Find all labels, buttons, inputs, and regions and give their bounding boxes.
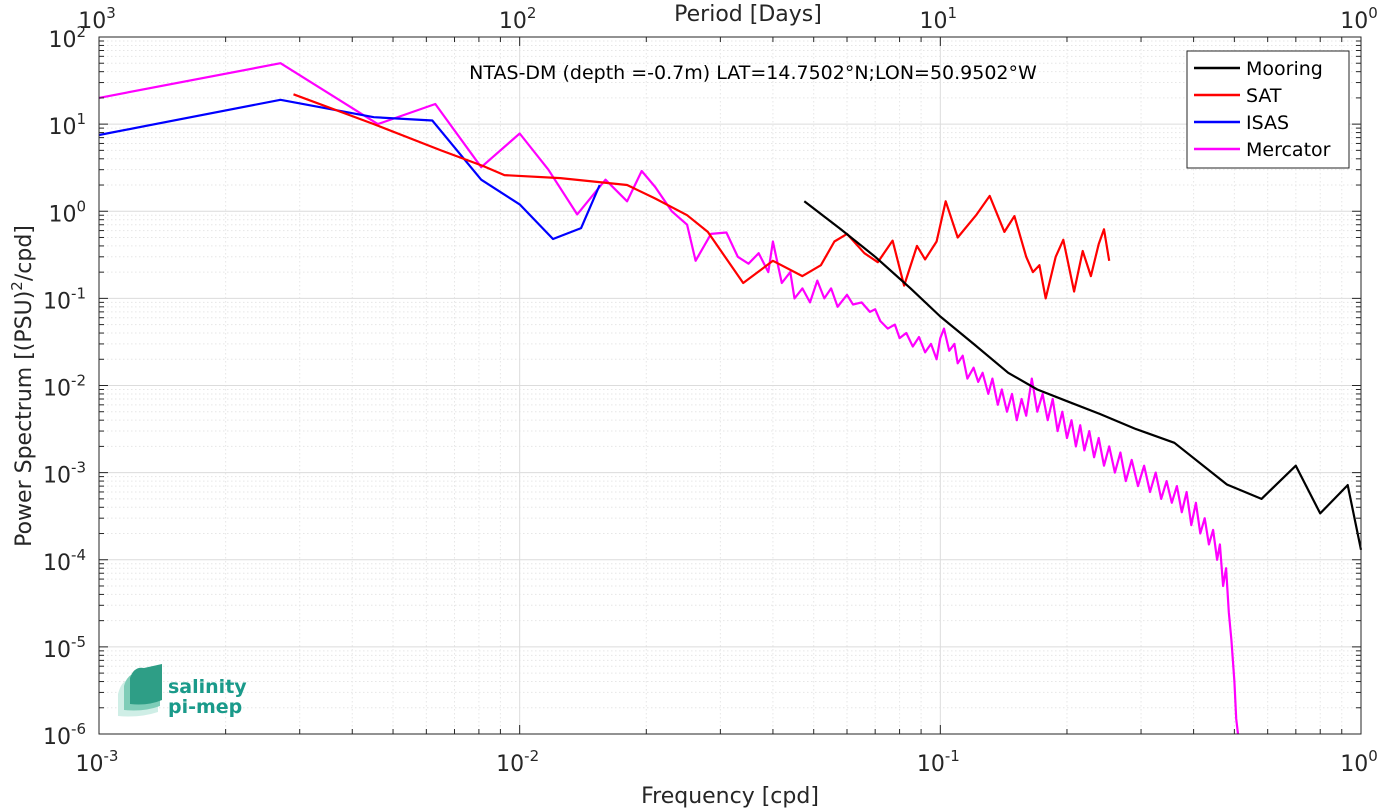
salinity-pi-mep-logo: salinity pi-mep bbox=[118, 664, 247, 718]
series-line-isas bbox=[98, 98, 601, 241]
x-tick-label: 100 bbox=[1340, 747, 1378, 777]
y-tick-label-base: 10 bbox=[48, 202, 76, 227]
legend-label-isas: ISAS bbox=[1246, 112, 1289, 134]
y-tick-label: 10-2 bbox=[43, 372, 86, 402]
x2-tick-label-exponent: 3 bbox=[106, 4, 116, 22]
y-tick-label-exponent: -2 bbox=[71, 372, 86, 390]
series-line-mooring bbox=[803, 200, 1363, 551]
y-axis-title-main: Power Spectrum [(PSU) bbox=[12, 291, 37, 547]
x2-tick-label: 101 bbox=[920, 4, 958, 34]
x2-tick-label-exponent: 2 bbox=[527, 4, 537, 22]
x2-axis-title: Period [Days] bbox=[674, 2, 822, 27]
x-tick-label-base: 10 bbox=[76, 752, 104, 777]
x2-tick-label-base: 10 bbox=[920, 9, 948, 34]
x-tick-label-exponent: -1 bbox=[945, 747, 960, 765]
y-axis-title: Power Spectrum [(PSU)2/cpd] bbox=[8, 225, 37, 547]
x2-tick-labels: 103 102 101 100 bbox=[78, 4, 1378, 34]
y-tick-label: 10-5 bbox=[43, 633, 86, 663]
x2-tick-label-base: 10 bbox=[499, 9, 527, 34]
x-tick-labels: 10-3 10-2 10-1 100 bbox=[76, 747, 1378, 777]
y-tick-label: 10-6 bbox=[43, 720, 86, 750]
legend-label-sat: SAT bbox=[1246, 85, 1282, 107]
chart-title: NTAS-DM (depth =-0.7m) LAT=14.7502°N;LON… bbox=[469, 62, 1037, 84]
y-tick-label: 10-1 bbox=[43, 284, 86, 314]
x-tick-label-exponent: -2 bbox=[524, 747, 539, 765]
y-tick-label-base: 10 bbox=[43, 725, 71, 750]
y-tick-label-exponent: 2 bbox=[76, 23, 86, 41]
y-tick-label-exponent: -3 bbox=[71, 459, 86, 477]
y-axis-title-end: /cpd] bbox=[12, 225, 37, 281]
x2-tick-label: 102 bbox=[499, 4, 537, 34]
y-tick-label-base: 10 bbox=[43, 638, 71, 663]
y-tick-label-exponent: -1 bbox=[71, 284, 86, 302]
x-tick-label: 10-3 bbox=[76, 747, 119, 777]
x2-tick-label: 100 bbox=[1340, 4, 1378, 34]
axis-ticks bbox=[98, 36, 1362, 735]
y-tick-label: 101 bbox=[48, 110, 86, 140]
x-tick-label-exponent: -3 bbox=[104, 747, 119, 765]
x-tick-label-base: 10 bbox=[917, 752, 945, 777]
y-tick-label-base: 10 bbox=[43, 551, 71, 576]
legend: Mooring SAT ISAS Mercator bbox=[1186, 50, 1350, 169]
logo-text-pi-mep: pi-mep bbox=[168, 696, 242, 718]
x2-tick-label-exponent: 1 bbox=[948, 4, 958, 22]
legend-label-mooring: Mooring bbox=[1246, 58, 1323, 80]
x-tick-label-base: 10 bbox=[496, 752, 524, 777]
legend-label-mercator: Mercator bbox=[1246, 139, 1331, 161]
y-tick-label-base: 10 bbox=[43, 289, 71, 314]
y-tick-label-base: 10 bbox=[43, 464, 71, 489]
y-tick-label-exponent: 1 bbox=[76, 110, 86, 128]
x-tick-label-base: 10 bbox=[1340, 752, 1368, 777]
y-tick-label-base: 10 bbox=[48, 115, 76, 140]
x2-tick-label: 103 bbox=[78, 4, 116, 34]
x2-tick-label-base: 10 bbox=[1340, 9, 1368, 34]
x-tick-label: 10-1 bbox=[917, 747, 960, 777]
major-grid bbox=[99, 37, 1361, 734]
x-tick-label-exponent: 0 bbox=[1368, 747, 1378, 765]
y-tick-label: 100 bbox=[48, 197, 86, 227]
logo-text-salinity: salinity bbox=[168, 676, 247, 698]
x2-tick-label-exponent: 0 bbox=[1368, 4, 1378, 22]
y-tick-label-base: 10 bbox=[43, 377, 71, 402]
logo-wave-icon bbox=[118, 664, 162, 717]
x-axis-title: Frequency [cpd] bbox=[641, 784, 819, 809]
y-tick-label-exponent: 0 bbox=[76, 197, 86, 215]
series-line-mercator bbox=[98, 62, 1240, 735]
y-tick-label: 102 bbox=[48, 23, 86, 53]
series-layer bbox=[98, 62, 1363, 735]
y-tick-label-exponent: -6 bbox=[71, 720, 86, 738]
y-tick-label-exponent: -5 bbox=[71, 633, 86, 651]
y-tick-label: 10-4 bbox=[43, 546, 86, 576]
series-line-sat bbox=[293, 93, 1111, 300]
y-tick-label-base: 10 bbox=[48, 28, 76, 53]
y-tick-label-exponent: -4 bbox=[71, 546, 86, 564]
x2-tick-label-base: 10 bbox=[78, 9, 106, 34]
y-tick-label: 10-3 bbox=[43, 459, 86, 489]
y-axis-title-sup: 2 bbox=[8, 281, 26, 291]
x-tick-label: 10-2 bbox=[496, 747, 539, 777]
